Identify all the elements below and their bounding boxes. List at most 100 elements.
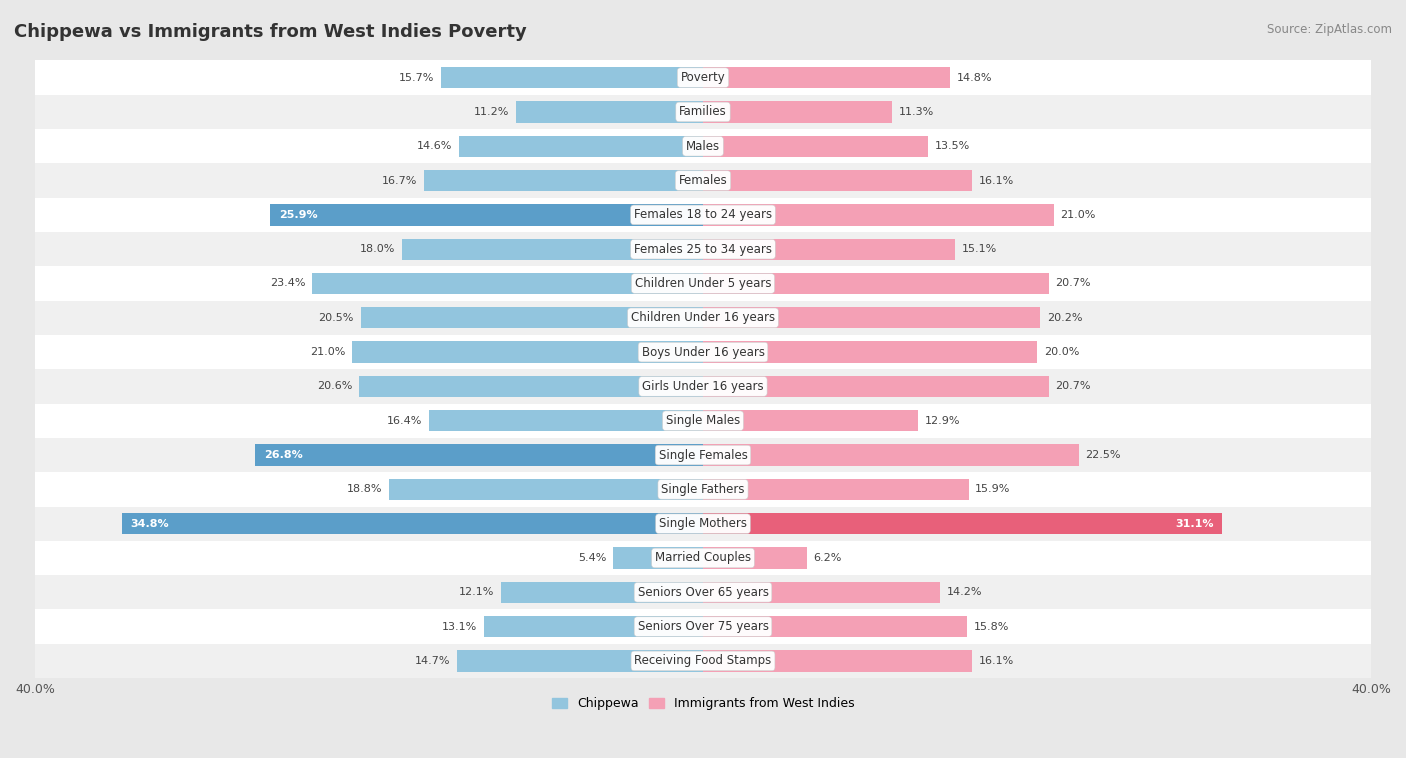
Text: Children Under 5 years: Children Under 5 years xyxy=(634,277,772,290)
Bar xyxy=(703,170,972,191)
Bar xyxy=(460,136,703,157)
Bar xyxy=(389,479,703,500)
Bar xyxy=(35,266,1371,301)
Bar xyxy=(703,513,1222,534)
Bar xyxy=(35,540,1371,575)
Bar xyxy=(256,444,703,465)
Text: 18.0%: 18.0% xyxy=(360,244,395,254)
Bar xyxy=(457,650,703,672)
Bar xyxy=(35,95,1371,129)
Text: 14.7%: 14.7% xyxy=(415,656,451,666)
Bar xyxy=(484,616,703,637)
Text: 16.1%: 16.1% xyxy=(979,176,1014,186)
Text: 15.8%: 15.8% xyxy=(973,622,1010,631)
Text: 16.7%: 16.7% xyxy=(382,176,418,186)
Legend: Chippewa, Immigrants from West Indies: Chippewa, Immigrants from West Indies xyxy=(547,692,859,715)
Text: 15.7%: 15.7% xyxy=(399,73,434,83)
Bar xyxy=(425,170,703,191)
Text: 12.9%: 12.9% xyxy=(925,415,960,426)
Bar xyxy=(441,67,703,88)
Text: Married Couples: Married Couples xyxy=(655,552,751,565)
Bar xyxy=(35,369,1371,403)
Bar xyxy=(270,204,703,226)
Text: 16.1%: 16.1% xyxy=(979,656,1014,666)
Bar xyxy=(35,164,1371,198)
Text: 18.8%: 18.8% xyxy=(347,484,382,494)
Bar xyxy=(35,609,1371,644)
Bar xyxy=(35,301,1371,335)
Bar xyxy=(703,307,1040,328)
Bar xyxy=(703,342,1038,363)
Text: Single Mothers: Single Mothers xyxy=(659,517,747,530)
Bar xyxy=(122,513,703,534)
Text: Chippewa vs Immigrants from West Indies Poverty: Chippewa vs Immigrants from West Indies … xyxy=(14,23,527,41)
Bar xyxy=(703,410,918,431)
Text: Girls Under 16 years: Girls Under 16 years xyxy=(643,380,763,393)
Bar xyxy=(703,67,950,88)
Text: 20.5%: 20.5% xyxy=(319,313,354,323)
Bar xyxy=(703,273,1049,294)
Text: 22.5%: 22.5% xyxy=(1085,450,1121,460)
Text: Females 18 to 24 years: Females 18 to 24 years xyxy=(634,208,772,221)
Text: 20.0%: 20.0% xyxy=(1043,347,1078,357)
Text: 12.1%: 12.1% xyxy=(458,587,495,597)
Bar xyxy=(703,547,807,568)
Bar xyxy=(703,204,1053,226)
Bar xyxy=(516,102,703,123)
Bar xyxy=(703,102,891,123)
Text: Poverty: Poverty xyxy=(681,71,725,84)
Text: 31.1%: 31.1% xyxy=(1175,518,1213,528)
Bar xyxy=(35,644,1371,678)
Text: Females 25 to 34 years: Females 25 to 34 years xyxy=(634,243,772,255)
Text: 34.8%: 34.8% xyxy=(131,518,169,528)
Text: Boys Under 16 years: Boys Under 16 years xyxy=(641,346,765,359)
Bar xyxy=(360,307,703,328)
Text: 6.2%: 6.2% xyxy=(813,553,842,563)
Text: 20.7%: 20.7% xyxy=(1056,278,1091,289)
Bar xyxy=(35,335,1371,369)
Bar xyxy=(402,239,703,260)
Bar xyxy=(35,472,1371,506)
Bar xyxy=(429,410,703,431)
Text: Single Males: Single Males xyxy=(666,414,740,428)
Text: 15.9%: 15.9% xyxy=(976,484,1011,494)
Bar xyxy=(703,650,972,672)
Text: 25.9%: 25.9% xyxy=(278,210,318,220)
Bar xyxy=(35,129,1371,164)
Text: Receiving Food Stamps: Receiving Food Stamps xyxy=(634,654,772,667)
Bar xyxy=(703,616,967,637)
Text: 16.4%: 16.4% xyxy=(387,415,422,426)
Text: 23.4%: 23.4% xyxy=(270,278,305,289)
Text: 21.0%: 21.0% xyxy=(311,347,346,357)
Text: 11.2%: 11.2% xyxy=(474,107,509,117)
Text: Females: Females xyxy=(679,174,727,187)
Text: Children Under 16 years: Children Under 16 years xyxy=(631,312,775,324)
Bar xyxy=(703,479,969,500)
Bar xyxy=(703,581,941,603)
Text: 20.2%: 20.2% xyxy=(1047,313,1083,323)
Bar xyxy=(35,506,1371,540)
Text: 13.5%: 13.5% xyxy=(935,141,970,152)
Text: 20.7%: 20.7% xyxy=(1056,381,1091,391)
Text: Males: Males xyxy=(686,139,720,153)
Text: Seniors Over 75 years: Seniors Over 75 years xyxy=(637,620,769,633)
Text: 14.2%: 14.2% xyxy=(946,587,983,597)
Text: Single Females: Single Females xyxy=(658,449,748,462)
Text: Single Fathers: Single Fathers xyxy=(661,483,745,496)
Bar xyxy=(703,376,1049,397)
Text: Source: ZipAtlas.com: Source: ZipAtlas.com xyxy=(1267,23,1392,36)
Text: Seniors Over 65 years: Seniors Over 65 years xyxy=(637,586,769,599)
Text: Families: Families xyxy=(679,105,727,118)
Bar xyxy=(35,198,1371,232)
Text: 5.4%: 5.4% xyxy=(578,553,606,563)
Bar xyxy=(35,61,1371,95)
Text: 20.6%: 20.6% xyxy=(316,381,353,391)
Bar xyxy=(703,444,1078,465)
Text: 21.0%: 21.0% xyxy=(1060,210,1095,220)
Bar xyxy=(613,547,703,568)
Text: 14.6%: 14.6% xyxy=(418,141,453,152)
Bar xyxy=(703,239,955,260)
Bar xyxy=(703,136,928,157)
Bar xyxy=(312,273,703,294)
Text: 14.8%: 14.8% xyxy=(957,73,993,83)
